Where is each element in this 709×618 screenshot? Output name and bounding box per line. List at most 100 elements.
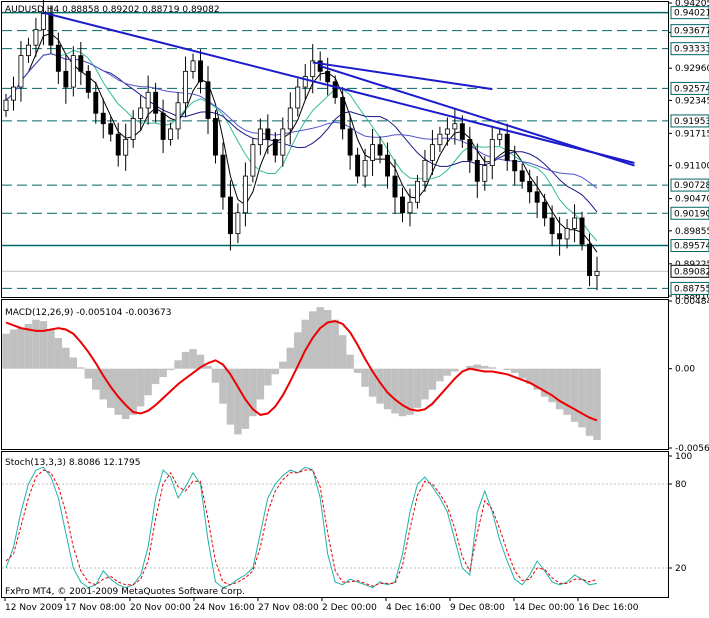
price-tag-label: 0.93677	[674, 27, 709, 37]
stochastic-indicator: 100 80 20	[2, 452, 692, 589]
price-tag-box	[670, 264, 709, 278]
price-tag-label: 0.90728	[674, 181, 709, 191]
trendline	[43, 11, 635, 164]
macd-histogram-bar	[174, 360, 182, 369]
macd-histogram-bar	[346, 354, 354, 369]
macd-histogram-bar	[585, 368, 594, 436]
candle-body	[265, 128, 271, 140]
candle-body	[160, 112, 166, 140]
macd-histogram-bar	[294, 332, 302, 369]
candle-body	[213, 118, 218, 156]
price-tick-label: 0.91100	[675, 162, 709, 172]
price-tag-label: 0.89082	[674, 267, 709, 277]
macd-histogram-bar	[361, 368, 369, 387]
macd-histogram-bar	[540, 368, 549, 397]
macd-histogram-bar	[189, 349, 197, 369]
macd-histogram-bar	[271, 368, 280, 375]
candle-body	[287, 107, 293, 130]
candle-body	[437, 133, 443, 146]
trendline	[312, 61, 493, 91]
candle-body	[422, 159, 428, 182]
macd-histogram-bar	[211, 368, 220, 383]
time-tick-label: 12 Nov 2009	[5, 603, 63, 613]
macd-histogram-bar	[481, 365, 489, 369]
macd-histogram-bar	[84, 368, 93, 379]
price-tag-box	[670, 114, 709, 128]
candle-body	[250, 144, 256, 177]
candle-body	[489, 139, 495, 167]
candle-body	[272, 139, 278, 156]
macd-histogram-bar	[32, 319, 40, 369]
macd-histogram-bar	[436, 368, 444, 382]
candle-body	[280, 128, 286, 156]
stoch-title: Stoch(13,3,3) 8.8086 12.1795	[5, 458, 140, 468]
candle-body	[85, 70, 91, 93]
main-panel-frame	[1, 1, 669, 298]
main-chart-title: AUDUSD,H4 0.88858 0.89202 0.88719 0.8908…	[5, 5, 220, 15]
stoch-signal-line	[5, 469, 598, 587]
moving-average-line	[5, 49, 598, 242]
candle-body	[579, 217, 585, 245]
macd-histogram-bar	[353, 368, 362, 373]
candle-body	[11, 86, 16, 101]
time-tick-label: 20 Nov 00:00	[130, 603, 191, 613]
candle-body	[542, 201, 548, 219]
price-tag-box	[670, 6, 709, 20]
price-tag-box	[670, 42, 709, 56]
macd-histogram-bar	[99, 368, 107, 400]
macd-histogram-bar	[503, 368, 511, 371]
price-tag-box	[670, 81, 709, 95]
candle-body	[33, 29, 39, 46]
time-tick-label: 14 Dec 00:00	[514, 603, 575, 613]
candle-body	[594, 270, 600, 276]
price-tag-box	[670, 239, 709, 253]
candle-body	[153, 91, 159, 114]
macd-title: MACD(12,26,9) -0.005104 -0.003673	[5, 308, 171, 318]
macd-histogram-bar	[548, 368, 556, 403]
macd-histogram-bar	[17, 328, 25, 369]
candle-body	[362, 159, 368, 177]
candle-body	[242, 175, 248, 214]
macd-histogram-bar	[533, 368, 541, 390]
candle-body	[100, 112, 106, 125]
candle-body	[227, 196, 233, 235]
candle-body	[220, 154, 226, 198]
macd-histogram-bar	[301, 319, 309, 369]
candle-body	[482, 165, 488, 182]
candle-body	[347, 128, 353, 156]
candle-body	[257, 128, 263, 146]
copyright-annotation: FxPro MT4, © 2001-2009 MetaQuotes Softwa…	[5, 587, 245, 597]
macd-histogram-bar	[62, 347, 70, 369]
candle-body	[355, 154, 361, 177]
macd-histogram-bar	[226, 368, 235, 425]
candle-body	[497, 133, 503, 140]
candle-body	[123, 139, 129, 156]
macd-histogram-bar	[563, 368, 571, 415]
candle-body	[48, 13, 54, 46]
candle-body	[587, 243, 592, 276]
time-tick-label: 16 Dec 16:00	[578, 603, 639, 613]
candle-body	[138, 107, 144, 119]
candle-body	[18, 55, 24, 88]
macd-histogram-bar	[54, 337, 63, 369]
candle-body	[429, 144, 435, 161]
candle-body	[325, 70, 331, 83]
macd-histogram-bar	[114, 368, 122, 415]
candle-body	[25, 44, 31, 57]
candle-body	[145, 91, 151, 109]
candle-body	[183, 70, 189, 104]
macd-histogram-bar	[166, 368, 175, 371]
candle-body	[3, 99, 9, 112]
candle-body	[175, 102, 181, 130]
time-tick-label: 27 Nov 08:00	[258, 603, 319, 613]
macd-histogram-bar	[256, 368, 265, 400]
price-tag-box	[670, 281, 709, 295]
macd-histogram-bar	[92, 368, 100, 390]
price-tag-label: 0.93333	[674, 45, 709, 55]
macd-histogram-bar	[39, 321, 48, 369]
price-tag-label: 0.89574	[674, 242, 709, 252]
macd-histogram-bar	[466, 365, 474, 369]
macd-histogram-bar	[308, 311, 317, 369]
